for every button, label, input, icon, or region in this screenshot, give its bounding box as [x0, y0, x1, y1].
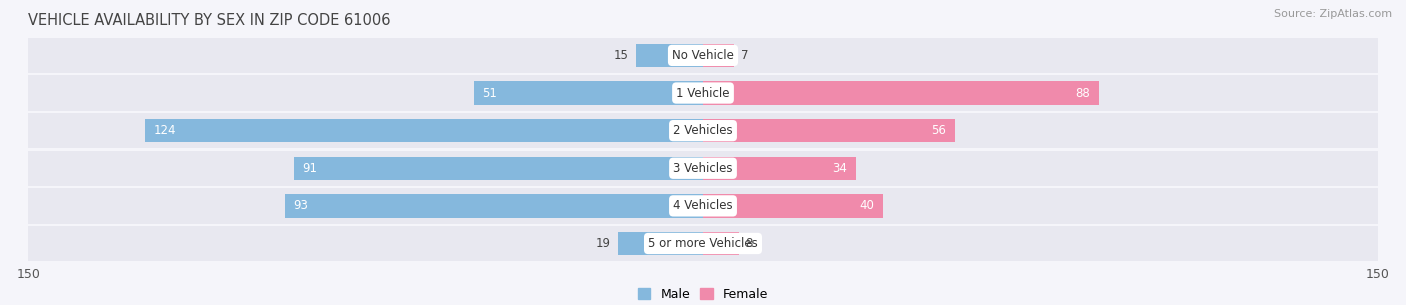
Bar: [294, 156, 703, 180]
Text: VEHICLE AVAILABILITY BY SEX IN ZIP CODE 61006: VEHICLE AVAILABILITY BY SEX IN ZIP CODE …: [28, 13, 391, 28]
Text: 8: 8: [745, 237, 754, 250]
Legend: Male, Female: Male, Female: [633, 283, 773, 305]
Bar: [28, 38, 1378, 73]
Bar: [703, 81, 1099, 105]
Text: 7: 7: [741, 49, 749, 62]
Text: 124: 124: [155, 124, 177, 137]
Text: 56: 56: [931, 124, 946, 137]
Text: 51: 51: [482, 87, 498, 99]
Text: 5 or more Vehicles: 5 or more Vehicles: [648, 237, 758, 250]
Text: 34: 34: [832, 162, 846, 175]
Bar: [28, 151, 1378, 186]
Text: Source: ZipAtlas.com: Source: ZipAtlas.com: [1274, 9, 1392, 19]
Text: 88: 88: [1076, 87, 1090, 99]
Bar: [28, 113, 1378, 148]
Bar: [636, 44, 703, 67]
Text: 4 Vehicles: 4 Vehicles: [673, 199, 733, 212]
Bar: [284, 194, 703, 217]
Bar: [703, 44, 734, 67]
Bar: [28, 226, 1378, 261]
Text: 91: 91: [302, 162, 318, 175]
Text: 15: 15: [614, 49, 628, 62]
Bar: [703, 194, 883, 217]
Text: 93: 93: [294, 199, 308, 212]
Text: 1 Vehicle: 1 Vehicle: [676, 87, 730, 99]
Bar: [28, 75, 1378, 111]
Text: 19: 19: [596, 237, 610, 250]
Bar: [145, 119, 703, 142]
Bar: [28, 188, 1378, 224]
Bar: [703, 232, 740, 255]
Bar: [703, 156, 856, 180]
Text: 2 Vehicles: 2 Vehicles: [673, 124, 733, 137]
Bar: [703, 119, 955, 142]
Text: 40: 40: [859, 199, 875, 212]
Bar: [474, 81, 703, 105]
Bar: [617, 232, 703, 255]
Text: No Vehicle: No Vehicle: [672, 49, 734, 62]
Text: 3 Vehicles: 3 Vehicles: [673, 162, 733, 175]
